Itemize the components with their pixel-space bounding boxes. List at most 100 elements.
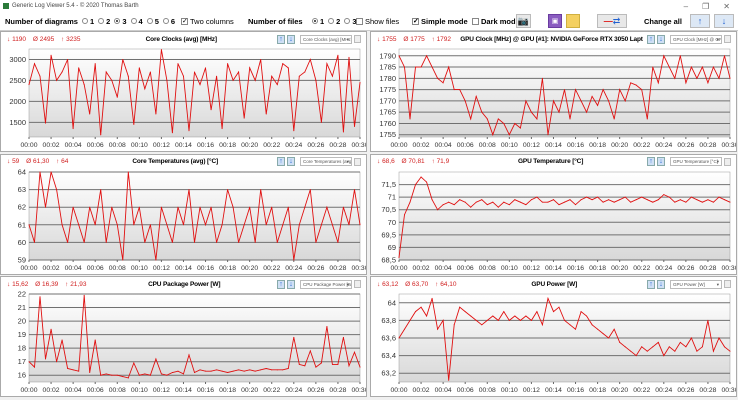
data-point	[591, 95, 593, 97]
x-tick-label: 00:24	[285, 142, 302, 149]
move-up-button[interactable]: ↑	[647, 34, 655, 44]
data-point	[459, 306, 461, 308]
data-point	[426, 315, 428, 317]
data-point	[503, 201, 505, 203]
radio-file-1[interactable]: 1	[312, 17, 324, 26]
radio-dot[interactable]	[114, 18, 121, 24]
radio-diagram-3[interactable]: 3	[114, 17, 127, 26]
x-tick-label: 00:06	[87, 387, 104, 394]
x-tick-label: 00:26	[307, 142, 324, 149]
open-folder-button[interactable]	[566, 14, 580, 28]
data-point	[431, 297, 433, 299]
move-down-button[interactable]: ↓	[657, 34, 665, 44]
show-files-checkbox[interactable]: Show files	[356, 12, 399, 30]
data-point	[89, 372, 91, 374]
maximize-button[interactable]: ❐	[702, 1, 710, 11]
move-up-button[interactable]: ↑	[277, 157, 285, 166]
sensor-select[interactable]: Core Clocks (avg) [MHz]	[300, 34, 352, 44]
move-up-button[interactable]: ↑	[647, 157, 655, 166]
add-button[interactable]	[724, 157, 731, 166]
move-down-button[interactable]: ↓	[657, 279, 665, 289]
radio-diagram-6[interactable]: 6	[162, 17, 175, 26]
move-up-button[interactable]: ↑	[647, 279, 655, 289]
move-up-button[interactable]: ↑	[277, 34, 285, 44]
add-button[interactable]	[724, 280, 731, 288]
radio-diagram-5[interactable]: 5	[146, 17, 159, 26]
data-point	[94, 63, 96, 65]
two-columns-checkbox[interactable]: ✓ Two columns	[181, 12, 234, 30]
radio-dot[interactable]	[344, 18, 351, 24]
radio-file-3[interactable]: 3	[344, 17, 357, 26]
data-point	[337, 54, 339, 56]
add-button[interactable]	[354, 280, 361, 288]
minimize-button[interactable]: –	[683, 1, 689, 11]
data-point	[591, 324, 593, 326]
sensor-select[interactable]: GPU Temperature [°C]	[670, 157, 722, 166]
change-all-down-button[interactable]: ↓	[714, 14, 734, 28]
data-point	[569, 324, 571, 326]
data-point	[160, 206, 162, 208]
data-point	[707, 319, 709, 321]
radio-dot[interactable]	[130, 18, 137, 24]
change-all-up-button[interactable]: ↑	[690, 14, 710, 28]
move-down-button[interactable]: ↓	[287, 34, 295, 44]
y-tick-label: 60	[18, 237, 26, 246]
reset-lines-button[interactable]: — ⇄	[597, 14, 627, 28]
data-point	[331, 223, 333, 225]
screenshot-button[interactable]: 📷	[516, 14, 531, 28]
x-tick-label: 00:30	[351, 265, 366, 272]
add-button[interactable]	[354, 35, 361, 43]
x-tick-label: 00:20	[241, 265, 258, 272]
data-point	[309, 188, 311, 190]
radio-dot[interactable]	[312, 18, 318, 24]
data-point	[624, 346, 626, 348]
x-tick-label: 00:26	[307, 265, 324, 272]
radio-dot[interactable]	[98, 18, 105, 24]
radio-dot[interactable]	[328, 18, 335, 24]
sensor-select[interactable]: CPU Package Power [W]	[300, 279, 352, 289]
move-down-button[interactable]: ↓	[287, 279, 295, 289]
data-point	[470, 315, 472, 317]
data-point	[221, 223, 223, 225]
radio-dot[interactable]	[162, 18, 169, 24]
data-point	[359, 366, 361, 368]
y-tick-label: 64	[18, 169, 26, 177]
move-down-button[interactable]: ↓	[287, 157, 295, 166]
sensor-select[interactable]: GPU Power [W]	[670, 279, 722, 289]
data-point	[398, 256, 400, 258]
radio-file-2[interactable]: 2	[328, 17, 340, 26]
radio-diagram-1[interactable]: 1	[82, 17, 94, 26]
save-button[interactable]: ▣	[548, 14, 562, 28]
x-tick-label: 00:30	[721, 265, 736, 272]
data-point	[320, 362, 322, 364]
arrow-up-icon: ↑	[279, 158, 283, 165]
dark-mode-checkbox[interactable]: Dark mod	[472, 12, 516, 30]
data-point	[133, 362, 135, 364]
data-point	[630, 201, 632, 203]
checkbox-box[interactable]: ✓	[181, 17, 188, 25]
radio-diagram-4[interactable]: 4	[130, 17, 143, 26]
data-point	[541, 201, 543, 203]
y-tick-label: 69,5	[381, 230, 396, 239]
sensor-select[interactable]: GPU Clock [MHz] @ GPU	[670, 34, 722, 44]
data-point	[56, 361, 58, 363]
add-button[interactable]	[724, 35, 731, 43]
move-down-button[interactable]: ↓	[657, 157, 665, 166]
data-point	[586, 196, 588, 198]
checkbox-box[interactable]	[356, 17, 363, 25]
simple-mode-checkbox[interactable]: ✓ Simple mode	[412, 12, 468, 30]
radio-dot[interactable]	[146, 18, 153, 24]
move-up-button[interactable]: ↑	[277, 279, 285, 289]
checkbox-box[interactable]: ✓	[412, 17, 419, 25]
y-tick-label: 63,8	[381, 316, 396, 325]
x-tick-label: 00:04	[65, 265, 82, 272]
checkbox-box[interactable]	[472, 17, 479, 25]
close-button[interactable]: ✕	[723, 1, 730, 11]
data-point	[216, 369, 218, 371]
radio-diagram-2[interactable]: 2	[98, 17, 110, 26]
data-point	[149, 223, 151, 225]
stat-min: ↓ 15,62	[7, 280, 29, 288]
add-button[interactable]	[354, 157, 361, 166]
radio-dot[interactable]	[82, 18, 88, 24]
sensor-select[interactable]: Core Temperatures (avg)	[300, 157, 352, 166]
